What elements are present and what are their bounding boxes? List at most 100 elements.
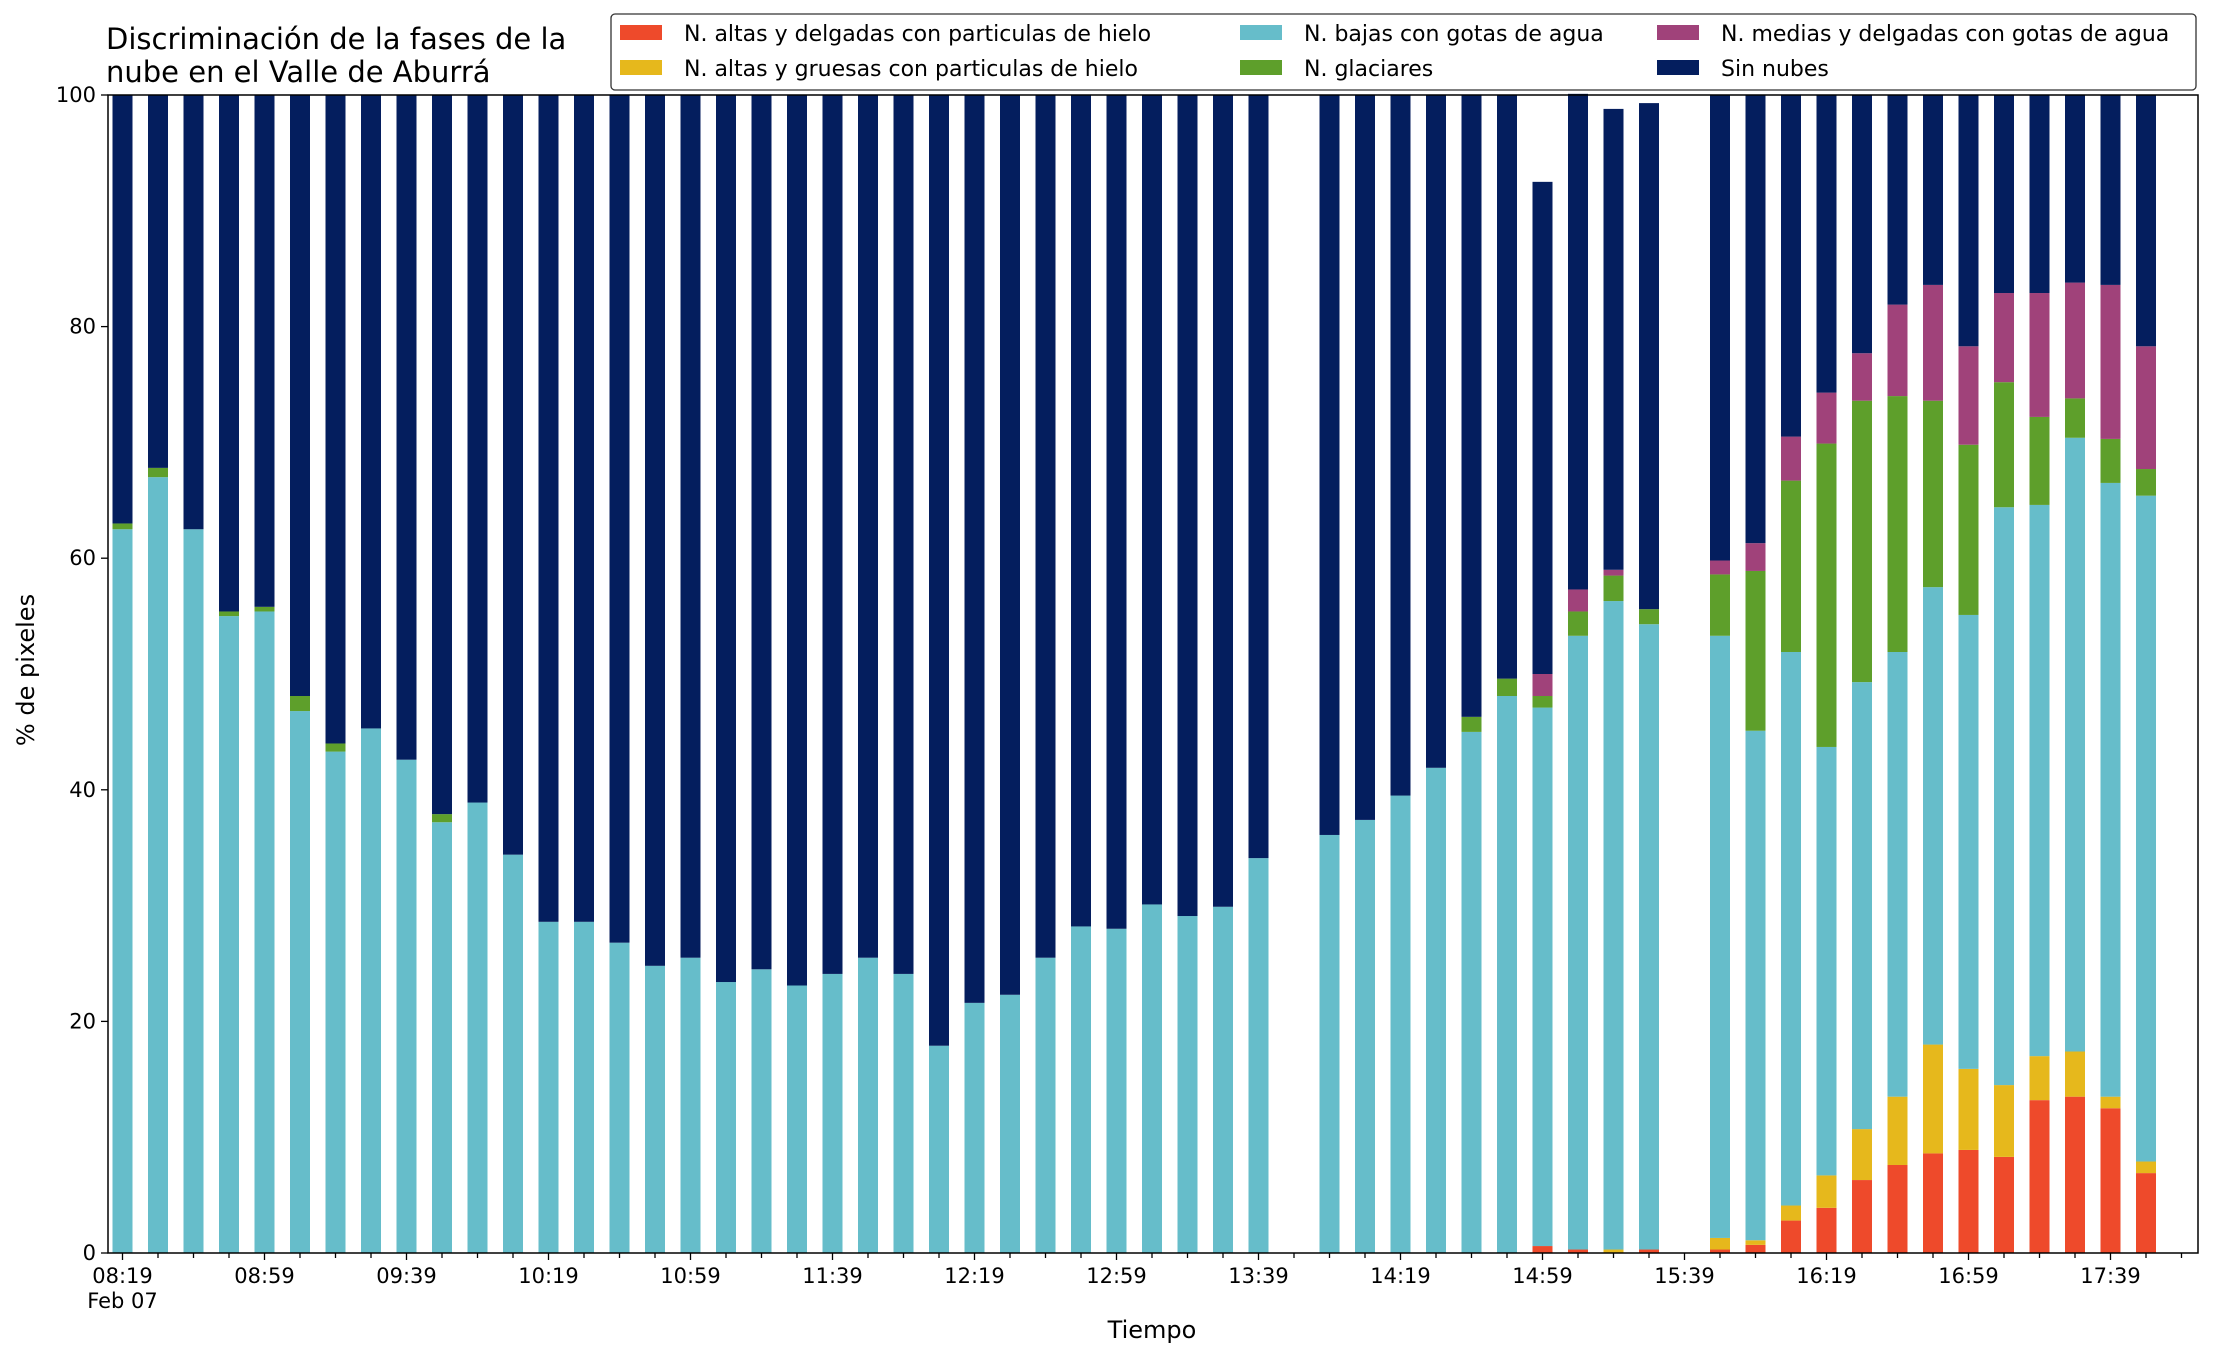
bar-segment-s5-09:19 bbox=[325, 95, 346, 744]
bar-segment-s5-11:59 bbox=[893, 95, 914, 974]
bar-segment-s3-15:09 bbox=[1568, 611, 1588, 636]
bar-segment-s5-08:59 bbox=[254, 95, 275, 607]
bar-segment-s5-16:09 bbox=[1781, 95, 1801, 437]
bar-segment-s2-12:39 bbox=[1035, 957, 1056, 1253]
bar-segment-s5-10:49 bbox=[645, 95, 665, 966]
bar-segment-s2-14:19 bbox=[1390, 795, 1411, 1253]
bar-segment-s0-15:29 bbox=[1639, 1249, 1659, 1253]
x-axis-label: Tiempo bbox=[1107, 1316, 1197, 1344]
bar-segment-s2-09:59 bbox=[467, 802, 488, 1253]
bar-segment-s4-16:39 bbox=[1887, 304, 1908, 397]
bar-segment-s5-11:29 bbox=[787, 95, 807, 986]
y-tick-label: 40 bbox=[69, 778, 96, 802]
bar-segment-s5-15:19 bbox=[1603, 108, 1624, 570]
x-tick-label: 15:39 bbox=[1654, 1264, 1715, 1288]
bar-segment-s5-14:59 bbox=[1532, 181, 1553, 674]
bar-segment-s2-10:59 bbox=[680, 957, 701, 1253]
bar-segment-s5-08:39 bbox=[183, 95, 204, 530]
x-tick-label: 08:19 bbox=[92, 1264, 153, 1288]
legend-swatch bbox=[1657, 60, 1699, 75]
bar-segment-s2-15:19 bbox=[1603, 601, 1624, 1250]
bar-segment-s5-17:39 bbox=[2100, 95, 2121, 285]
bar-segment-s0-16:19 bbox=[1816, 1207, 1837, 1253]
bar-segment-s0-17:29 bbox=[2065, 1096, 2085, 1253]
x-tick-label: 14:59 bbox=[1512, 1264, 1573, 1288]
bar-segment-s5-15:29 bbox=[1639, 103, 1659, 610]
plot-frame bbox=[107, 94, 2199, 1254]
bar-segment-s0-16:29 bbox=[1852, 1180, 1872, 1253]
bar-segment-s1-17:49 bbox=[2136, 1161, 2156, 1174]
bar-segment-s0-16:09 bbox=[1781, 1220, 1801, 1253]
bar-segment-s4-17:09 bbox=[1994, 293, 2014, 383]
bar-segment-s2-12:59 bbox=[1106, 928, 1127, 1253]
bar-segment-s2-15:29 bbox=[1639, 624, 1659, 1250]
bar-segment-s5-12:49 bbox=[1071, 95, 1091, 927]
bar-segment-s2-09:39 bbox=[396, 759, 417, 1253]
bar-segment-s4-15:19 bbox=[1603, 569, 1624, 576]
bar-segment-s2-12:49 bbox=[1071, 926, 1091, 1253]
bar-segment-s2-11:59 bbox=[893, 973, 914, 1253]
bar-segment-s3-16:59 bbox=[1958, 444, 1979, 615]
bar-segment-s3-16:49 bbox=[1923, 400, 1943, 588]
bar-segment-s5-17:19 bbox=[2029, 95, 2050, 294]
bar-segment-s3-08:29 bbox=[148, 467, 168, 478]
bar-segment-s5-10:09 bbox=[503, 95, 523, 855]
bar-segment-s2-09:49 bbox=[432, 822, 452, 1253]
bar-segment-s5-11:19 bbox=[751, 95, 772, 970]
bar-segment-s3-15:19 bbox=[1603, 575, 1624, 602]
bar-segment-s0-16:49 bbox=[1923, 1153, 1943, 1253]
bar-segment-s0-17:39 bbox=[2100, 1108, 2121, 1253]
bar-segment-s5-09:39 bbox=[396, 95, 417, 760]
bar-segment-s4-17:29 bbox=[2065, 282, 2085, 399]
legend-frame bbox=[610, 13, 2197, 91]
bar-segment-s5-13:29 bbox=[1213, 95, 1233, 907]
bar-segment-s3-08:59 bbox=[254, 606, 275, 612]
bar-segment-s5-15:59 bbox=[1745, 95, 1766, 544]
bar-segment-s5-15:09 bbox=[1568, 93, 1588, 590]
x-tick-label: 16:59 bbox=[1938, 1264, 1999, 1288]
bar-segment-s2-17:09 bbox=[1994, 507, 2014, 1086]
bar-segment-s3-14:49 bbox=[1497, 678, 1517, 696]
bar-segment-s2-11:49 bbox=[858, 957, 878, 1253]
bar-segment-s3-17:09 bbox=[1994, 382, 2014, 508]
bar-segment-s2-11:39 bbox=[822, 973, 843, 1253]
bar-segment-s0-14:59 bbox=[1532, 1246, 1553, 1253]
x-tick-label: 14:19 bbox=[1370, 1264, 1431, 1288]
bar-segment-s2-16:39 bbox=[1887, 652, 1908, 1097]
bar-segment-s5-13:19 bbox=[1177, 95, 1198, 917]
bar-segment-s5-17:29 bbox=[2065, 95, 2085, 283]
bar-segment-s2-16:19 bbox=[1816, 746, 1837, 1176]
bar-segment-s2-16:59 bbox=[1958, 614, 1979, 1069]
bar-segment-s1-16:29 bbox=[1852, 1129, 1872, 1181]
bar-segment-s5-12:59 bbox=[1106, 95, 1127, 929]
bar-segment-s1-15:59 bbox=[1745, 1240, 1766, 1245]
x-tick-label: 09:39 bbox=[376, 1264, 437, 1288]
y-tick-label: 60 bbox=[69, 546, 96, 570]
x-tick-label: 12:19 bbox=[944, 1264, 1005, 1288]
legend-label: N. medias y delgadas con gotas de agua bbox=[1721, 22, 2169, 47]
bar-segment-s4-15:59 bbox=[1745, 543, 1766, 571]
bar-segment-s2-12:19 bbox=[964, 1002, 985, 1253]
bar-segment-s2-16:29 bbox=[1852, 682, 1872, 1130]
bar-segment-s3-17:39 bbox=[2100, 438, 2121, 483]
bar-segment-s5-12:29 bbox=[1000, 95, 1020, 995]
bar-segment-s4-15:49 bbox=[1710, 560, 1730, 575]
bar-segment-s2-08:29 bbox=[148, 477, 168, 1253]
bar-segment-s5-12:09 bbox=[929, 95, 949, 1046]
bar-segment-s4-16:59 bbox=[1958, 346, 1979, 445]
bar-segment-s5-10:29 bbox=[574, 95, 594, 922]
x-tick-label: 13:39 bbox=[1228, 1264, 1289, 1288]
bar-segment-s2-08:59 bbox=[254, 611, 275, 1253]
bar-segment-s4-17:49 bbox=[2136, 346, 2156, 470]
x-tick-label: 16:19 bbox=[1796, 1264, 1857, 1288]
bar-segment-s2-17:29 bbox=[2065, 437, 2085, 1052]
bar-segment-s2-13:29 bbox=[1213, 906, 1233, 1253]
bar-segment-s5-08:49 bbox=[219, 95, 239, 612]
bar-segment-s2-13:19 bbox=[1177, 916, 1198, 1253]
bar-segment-s5-16:19 bbox=[1816, 95, 1837, 393]
bar-segment-s2-14:59 bbox=[1532, 707, 1553, 1247]
bar-segment-s4-14:59 bbox=[1532, 674, 1553, 696]
bar-segment-s5-16:29 bbox=[1852, 95, 1872, 354]
